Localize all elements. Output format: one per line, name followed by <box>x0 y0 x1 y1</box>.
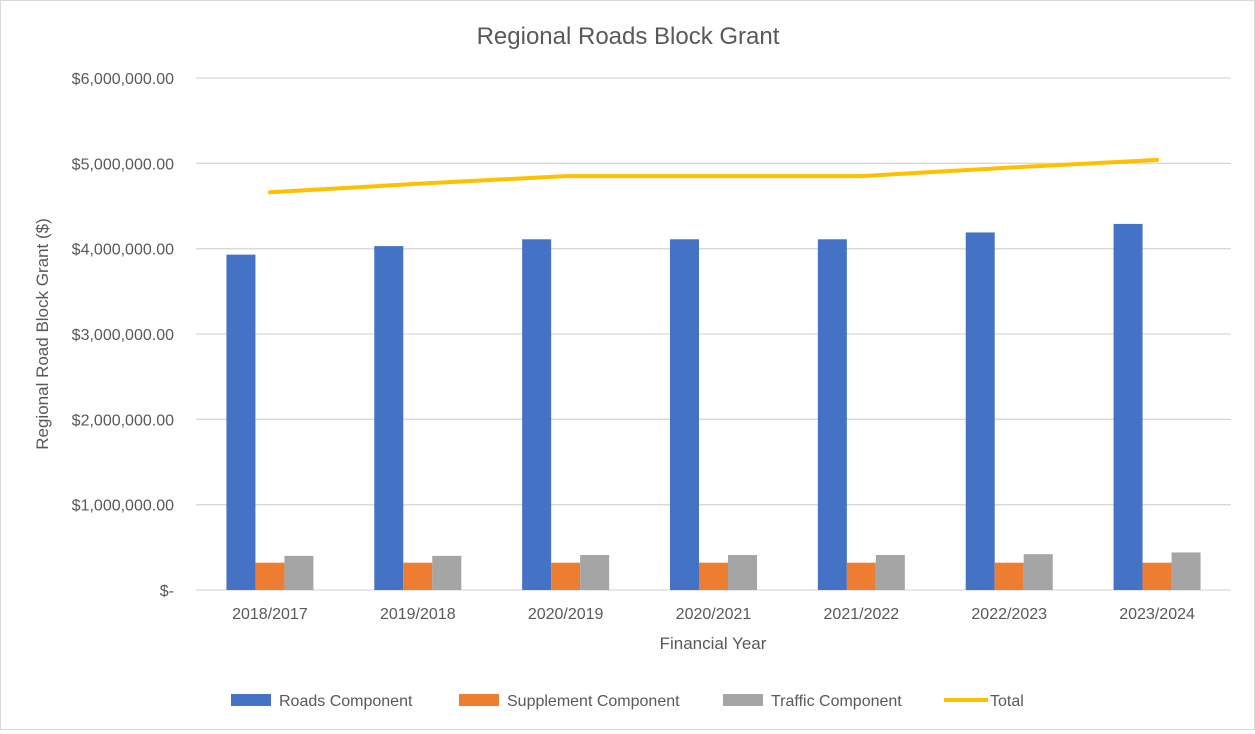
bar-roads-component <box>965 232 995 590</box>
legend-swatch <box>723 694 763 706</box>
gridlines <box>196 77 1231 591</box>
bar-supplement-component <box>255 562 285 590</box>
bar-supplement-component <box>551 562 581 590</box>
legend-label: Traffic Component <box>771 693 902 710</box>
legend-label: Supplement Component <box>507 693 680 710</box>
bar-roads-component <box>522 239 552 590</box>
bar-roads-component <box>670 239 699 590</box>
y-axis-label: Regional Road Block Grant ($) <box>33 218 52 450</box>
bars <box>226 223 1201 591</box>
legend-swatch <box>459 694 499 706</box>
y-tick-label: $- <box>160 583 174 600</box>
bar-supplement-component <box>846 562 876 590</box>
x-axis-ticks: 2018/2017 2019/2018 2020/2019 2020/2021 2021… <box>232 606 1195 623</box>
bar-supplement-component <box>403 562 433 590</box>
x-axis-label: Financial Year <box>660 634 767 653</box>
x-tick-label: 2020/2021 <box>676 606 752 623</box>
bar-traffic-component <box>1171 552 1201 590</box>
bar-supplement-component <box>1142 562 1172 590</box>
bar-traffic-component <box>580 555 610 590</box>
bar-roads-component <box>817 239 847 590</box>
legend-label: Roads Component <box>279 693 413 710</box>
legend-swatch <box>231 694 271 706</box>
bar-traffic-component <box>284 555 314 590</box>
bar-traffic-component <box>875 555 905 590</box>
x-tick-label: 2022/2023 <box>971 606 1047 623</box>
legend-label: Total <box>990 693 1024 710</box>
y-axis-ticks: $- $1,000,000.00 $2,000,000.00 $3,000,000.0… <box>72 71 174 600</box>
y-tick-label: $4,000,000.00 <box>72 242 174 259</box>
series-line-total <box>267 157 1160 195</box>
total-line <box>267 157 1160 195</box>
y-tick-label: $5,000,000.00 <box>72 156 174 173</box>
y-tick-label: $3,000,000.00 <box>72 327 174 344</box>
bar-traffic-component <box>728 555 757 590</box>
y-tick-label: $6,000,000.00 <box>72 71 174 88</box>
x-tick-label: 2019/2018 <box>380 606 456 623</box>
x-tick-label: 2018/2017 <box>232 606 308 623</box>
bar-roads-component <box>1113 223 1143 591</box>
bar-supplement-component <box>994 562 1024 590</box>
bar-roads-component <box>226 254 256 590</box>
x-tick-label: 2020/2019 <box>528 606 604 623</box>
chart-title: Regional Roads Block Grant <box>477 23 780 50</box>
x-tick-label: 2021/2022 <box>824 606 900 623</box>
y-tick-label: $1,000,000.00 <box>72 498 174 515</box>
y-tick-label: $2,000,000.00 <box>72 412 174 429</box>
legend: Roads Component Supplement Component Traff… <box>231 693 1024 710</box>
bar-supplement-component <box>699 562 728 590</box>
bar-traffic-component <box>432 555 462 590</box>
bar-roads-component <box>374 246 404 590</box>
bar-traffic-component <box>1023 554 1053 590</box>
x-tick-label: 2023/2024 <box>1119 606 1195 623</box>
